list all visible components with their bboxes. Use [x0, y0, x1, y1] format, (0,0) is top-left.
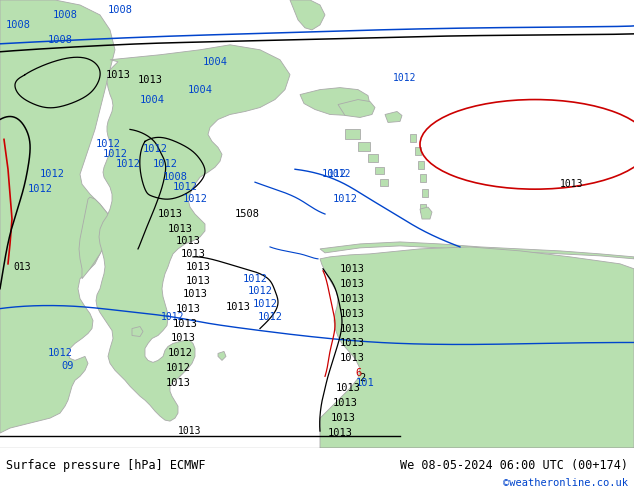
Text: 1008: 1008: [162, 172, 188, 182]
Text: 1013: 1013: [181, 249, 205, 259]
Text: 101: 101: [356, 378, 374, 388]
Text: 1013: 1013: [138, 74, 162, 85]
Text: 1013: 1013: [172, 318, 198, 329]
Text: 1013: 1013: [226, 302, 250, 312]
Text: 1012: 1012: [332, 194, 358, 204]
Polygon shape: [320, 247, 634, 448]
Polygon shape: [290, 0, 325, 30]
Text: 1012: 1012: [96, 139, 120, 149]
Polygon shape: [368, 154, 378, 162]
Text: 1012: 1012: [321, 169, 347, 179]
Text: 1013: 1013: [560, 179, 583, 189]
Text: 6: 6: [355, 368, 361, 378]
Text: 1012: 1012: [167, 348, 193, 358]
Text: 1013: 1013: [339, 353, 365, 364]
Text: 1013: 1013: [167, 224, 193, 234]
Polygon shape: [385, 112, 402, 122]
Text: 1012: 1012: [143, 145, 167, 154]
Text: 1013: 1013: [176, 236, 200, 246]
Polygon shape: [338, 99, 375, 118]
Text: 1012: 1012: [393, 73, 417, 83]
Text: 1013: 1013: [339, 294, 365, 304]
Text: 1013: 1013: [332, 398, 358, 408]
Polygon shape: [418, 161, 424, 169]
Polygon shape: [410, 134, 416, 143]
Text: 1012: 1012: [48, 348, 72, 358]
Polygon shape: [96, 45, 290, 421]
Text: 1012: 1012: [183, 194, 207, 204]
Text: 1008: 1008: [6, 20, 30, 30]
Text: ©weatheronline.co.uk: ©weatheronline.co.uk: [503, 478, 628, 488]
Polygon shape: [420, 174, 426, 182]
Polygon shape: [300, 88, 370, 116]
Polygon shape: [422, 189, 428, 197]
Text: 013: 013: [13, 262, 30, 272]
Text: 2: 2: [359, 373, 365, 383]
Polygon shape: [415, 147, 421, 155]
Text: 1004: 1004: [188, 85, 212, 95]
Text: 1008: 1008: [53, 10, 77, 20]
Text: 1012: 1012: [252, 298, 278, 309]
Text: 1013: 1013: [186, 262, 210, 272]
Text: We 08-05-2024 06:00 UTC (00+174): We 08-05-2024 06:00 UTC (00+174): [399, 459, 628, 471]
Text: Surface pressure [hPa] ECMWF: Surface pressure [hPa] ECMWF: [6, 459, 206, 471]
Text: 1012: 1012: [115, 159, 141, 169]
Polygon shape: [320, 242, 634, 259]
Text: 1012: 1012: [27, 184, 53, 194]
Text: 1012: 1012: [242, 274, 268, 284]
Text: 1013: 1013: [176, 304, 200, 314]
Text: 1013: 1013: [335, 383, 361, 393]
Text: 1013: 1013: [339, 323, 365, 334]
Text: 1008: 1008: [108, 5, 133, 15]
Text: 1508: 1508: [235, 209, 259, 219]
Text: 1012: 1012: [247, 286, 273, 295]
Text: 1012: 1012: [103, 149, 127, 159]
Text: 1013: 1013: [186, 276, 210, 286]
Text: 1013: 1013: [165, 378, 190, 388]
Text: 1013: 1013: [339, 309, 365, 318]
Text: 1012: 1012: [172, 182, 198, 192]
Polygon shape: [132, 326, 143, 337]
Text: 1013: 1013: [339, 279, 365, 289]
Text: 1013: 1013: [339, 264, 365, 274]
Polygon shape: [375, 167, 384, 174]
Text: 1013: 1013: [178, 426, 202, 436]
Text: 1012: 1012: [153, 159, 178, 169]
Text: 1012: 1012: [161, 312, 184, 321]
Polygon shape: [0, 0, 115, 433]
Polygon shape: [79, 197, 112, 279]
Polygon shape: [218, 351, 226, 360]
Polygon shape: [420, 207, 432, 219]
Text: 1013: 1013: [328, 428, 353, 438]
Text: 1013: 1013: [330, 413, 356, 423]
Text: 1012: 1012: [328, 169, 352, 179]
Polygon shape: [420, 204, 426, 212]
Polygon shape: [358, 143, 370, 151]
Text: 1012: 1012: [39, 169, 65, 179]
Text: 1013: 1013: [171, 334, 195, 343]
Text: 1013: 1013: [183, 289, 207, 299]
Text: 09: 09: [61, 361, 74, 371]
Text: 1012: 1012: [257, 312, 283, 321]
Polygon shape: [345, 129, 360, 139]
Text: 1004: 1004: [202, 57, 228, 67]
Text: 1013: 1013: [105, 70, 131, 80]
Polygon shape: [380, 179, 388, 186]
Text: 1004: 1004: [139, 95, 164, 104]
Text: 1013: 1013: [157, 209, 183, 219]
Text: 1008: 1008: [48, 35, 72, 45]
Text: 1013: 1013: [339, 339, 365, 348]
Text: 1012: 1012: [165, 364, 190, 373]
